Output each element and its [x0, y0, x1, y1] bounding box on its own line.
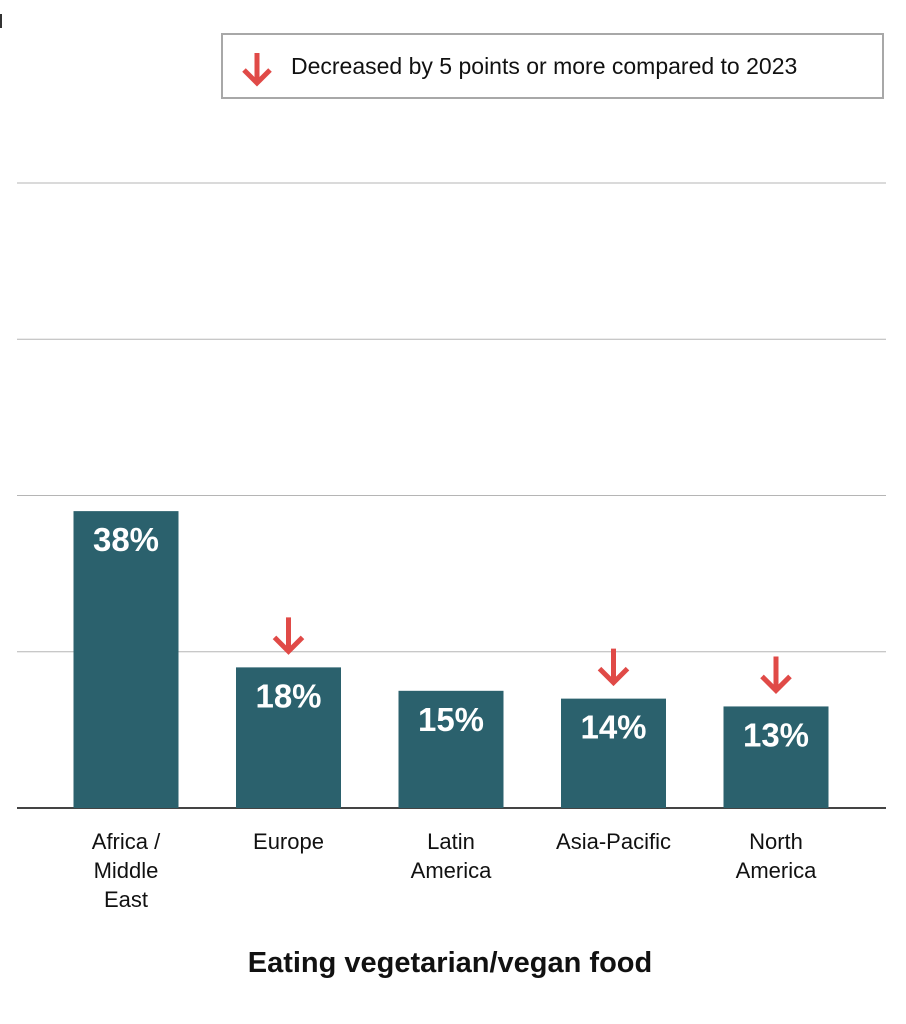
category-label-line: Asia-Pacific [556, 829, 671, 854]
data-label: 15% [418, 701, 484, 738]
category-label-line: Latin [427, 829, 475, 854]
category-label: Asia-Pacific [556, 829, 671, 854]
category-label: Europe [253, 829, 324, 854]
category-label: Africa / Middle East [92, 829, 161, 912]
decrease-arrow-icon [760, 656, 792, 694]
category-label-line: America [736, 858, 817, 883]
bar [236, 667, 341, 808]
category-label-line: Europe [253, 829, 324, 854]
data-label: 18% [255, 677, 321, 714]
edge-mark [0, 14, 2, 28]
bar [73, 511, 179, 808]
data-label: 38% [93, 521, 159, 558]
data-label: 14% [580, 709, 646, 746]
bar [561, 698, 666, 808]
x-axis-title: Eating vegetarian/vegan food [248, 947, 652, 979]
category-label-line: North [749, 829, 803, 854]
category-label: North America [736, 829, 817, 883]
decrease-arrow-icon [597, 648, 630, 687]
legend: Decreased by 5 points or more compared t… [221, 33, 884, 99]
legend-text: Decreased by 5 points or more compared t… [291, 53, 798, 79]
category-label-line: East [104, 887, 148, 912]
bar [398, 690, 504, 808]
down-arrow-icon [242, 53, 272, 87]
category-label: Latin America [411, 829, 492, 883]
category-label-line: America [411, 858, 492, 883]
category-label-line: Africa / [92, 829, 161, 854]
bar [723, 706, 829, 808]
category-label-line: Middle [94, 858, 159, 883]
data-label: 13% [743, 716, 809, 753]
decrease-arrow-icon [272, 617, 305, 655]
